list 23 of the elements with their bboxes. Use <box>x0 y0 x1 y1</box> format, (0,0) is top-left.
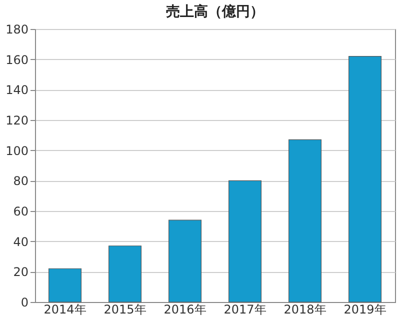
bar <box>288 139 322 302</box>
bar <box>48 268 82 302</box>
y-tick-label: 100 <box>6 144 28 158</box>
y-tick-label: 0 <box>20 296 28 310</box>
x-tick-label: 2018年 <box>284 302 326 316</box>
x-tick-label: 2019年 <box>344 302 386 316</box>
chart-title: 売上高（億円） <box>166 3 264 20</box>
y-tick-label: 20 <box>13 265 28 280</box>
y-tick-label: 180 <box>6 22 28 36</box>
x-tick-label: 2016年 <box>164 302 206 316</box>
x-tick-label: 2014年 <box>44 302 86 316</box>
y-tick-label: 140 <box>6 83 28 98</box>
y-tick-label: 40 <box>13 234 28 249</box>
bar <box>348 56 382 302</box>
y-tick-label: 60 <box>13 204 28 218</box>
x-tick-label: 2015年 <box>104 302 146 316</box>
bar <box>168 220 202 302</box>
bar <box>228 180 262 302</box>
y-tick-label: 80 <box>13 174 28 188</box>
y-tick-label: 120 <box>6 114 28 128</box>
bar <box>108 246 142 302</box>
y-tick-label: 160 <box>6 52 28 67</box>
x-tick-label: 2017年 <box>224 302 266 316</box>
